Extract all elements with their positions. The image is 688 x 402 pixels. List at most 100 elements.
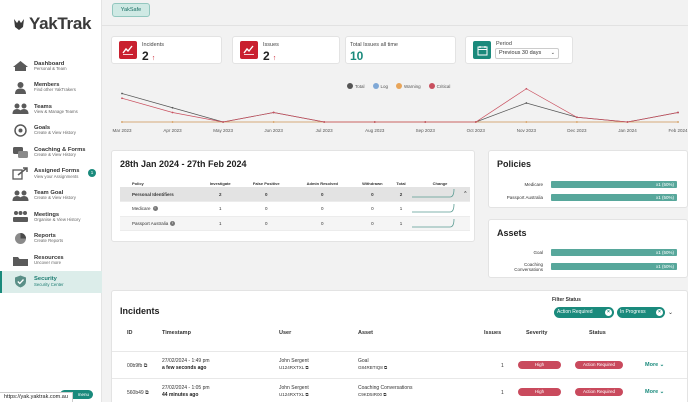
policy-bar-row[interactable]: Medicare x1 (50%) [489, 180, 687, 190]
data-point[interactable] [171, 111, 174, 114]
copy-icon[interactable]: ⧉ [384, 364, 388, 370]
more-button[interactable]: More ⌄ [645, 389, 665, 395]
x-tick-label: Mar 2023 [112, 128, 132, 133]
sidebar-item-meetings[interactable]: Meetings Organise & View History [0, 206, 102, 228]
sidebar-item-resources[interactable]: Resources Uncover more [0, 249, 102, 271]
app-logo[interactable]: YakTrak [12, 14, 91, 34]
column-header: Timestamp [162, 330, 191, 336]
asset-bar-row[interactable]: Coaching Conversations x1 (50%) [489, 262, 687, 272]
table-row[interactable]: Personal Identifiers 2 0 0 0 2 ⌃ [120, 187, 470, 202]
data-point[interactable] [222, 121, 224, 123]
stat-label: Issues [263, 42, 279, 48]
chevron-up-icon[interactable]: ⌃ [463, 191, 468, 197]
legend-item[interactable]: Total [347, 83, 365, 89]
team-goal-icon [12, 190, 29, 201]
filter-chip-action-required[interactable]: Action Required × [554, 307, 614, 318]
data-point[interactable] [323, 121, 326, 123]
legend-item[interactable]: Warning [396, 83, 421, 89]
sidebar-item-label: Dashboard [34, 60, 65, 67]
data-point[interactable] [424, 121, 427, 123]
status-url: https://yak.yaktrak.com.au [0, 392, 73, 402]
trend-up-icon: ↑ [272, 55, 277, 62]
data-point[interactable] [525, 121, 528, 123]
incidents-title: Incidents [120, 306, 160, 316]
asset-bar-row[interactable]: Goal x1 (50%) [489, 248, 687, 258]
copy-icon[interactable]: ⧉ [305, 391, 309, 397]
issues-stat-card[interactable]: Issues 2 ↑ [232, 36, 340, 64]
legend-swatch [372, 83, 379, 89]
legend-item[interactable]: Critical [428, 83, 450, 89]
data-point[interactable] [373, 121, 376, 123]
chevron-down-icon[interactable]: ⌄ [668, 310, 674, 316]
filter-chip-in-progress[interactable]: In Progress × [617, 307, 665, 318]
yaksafe-button[interactable]: YakSafe [112, 3, 150, 17]
data-point[interactable] [272, 111, 275, 114]
copy-icon[interactable]: ⧉ [305, 364, 309, 370]
data-point[interactable] [677, 121, 679, 123]
incident-issues: 1 [501, 363, 504, 369]
sidebar-item-security[interactable]: Security Security Center [0, 270, 102, 293]
x-tick-label: Dec 2023 [567, 128, 587, 133]
table-row[interactable]: 00b9fb ⧉ 27/02/2024 - 1:49 pm a few secon… [112, 351, 687, 379]
policy-table: Policy Investigate False Positive Admin … [120, 179, 470, 231]
policy-bar-row[interactable]: Passport Australia x1 (50%) [489, 193, 687, 203]
bar-label: Goal [533, 249, 543, 255]
table-row[interactable]: 560b49 ⧉ 27/02/2024 - 1:05 pm 44 minutes … [112, 378, 687, 402]
data-point[interactable] [121, 92, 123, 95]
data-point[interactable] [121, 97, 123, 100]
sidebar-item-label: Team Goal [34, 190, 64, 197]
sidebar-item-label: Meetings [34, 211, 60, 218]
data-point[interactable] [525, 102, 528, 104]
top-bar: YakSafe [102, 0, 688, 26]
incidents-stat-card[interactable]: Incidents 2 ↑ [111, 36, 222, 64]
sidebar-item-teams[interactable]: Teams View & Manage Teams [0, 98, 102, 120]
cell: 0 [352, 201, 393, 217]
assigned-count-badge: 1 [88, 168, 96, 177]
reports-icon [15, 233, 26, 245]
copy-icon[interactable]: ⧉ [145, 390, 149, 396]
copy-icon[interactable]: ⧉ [383, 391, 387, 397]
sidebar-item-goals[interactable]: Goals Create & View History [0, 120, 102, 142]
sidebar-item-team-goal[interactable]: Team Goal Create & View History [0, 185, 102, 207]
bar-label: Passport Australia [506, 194, 543, 200]
info-icon[interactable]: i [170, 220, 176, 226]
copy-icon[interactable]: ⧉ [143, 363, 148, 369]
sidebar-item-reports[interactable]: Reports Create Reports [0, 228, 102, 250]
bar-fill [551, 181, 677, 188]
column-header: Asset [358, 330, 373, 336]
sidebar-item-coaching-forms[interactable]: Coaching & Forms Create & View History [0, 141, 102, 163]
data-point[interactable] [626, 121, 629, 123]
more-button[interactable]: More ⌄ [645, 362, 665, 368]
period-select[interactable]: Previous 30 days ⌄ [495, 48, 559, 59]
incident-user: John Sergent U124RXTXL ⧉ [279, 385, 309, 397]
sidebar-item-label: Reports [34, 233, 56, 240]
column-header: Change [432, 180, 448, 186]
menu-button[interactable]: menu [60, 390, 93, 399]
bar-label: Coaching Conversations [514, 262, 543, 272]
close-icon[interactable]: × [605, 309, 612, 316]
sidebar-item-members[interactable]: Members Find other YakTrakers [0, 77, 102, 99]
data-point[interactable] [525, 87, 528, 90]
data-point[interactable] [272, 121, 275, 123]
legend-item[interactable]: Log [372, 83, 388, 89]
data-point[interactable] [171, 106, 174, 109]
data-point[interactable] [474, 121, 477, 123]
sidebar-item-dashboard[interactable]: Dashboard Personal & Team [0, 55, 102, 77]
bar-track: x1 (50%) [551, 194, 677, 201]
data-point[interactable] [677, 111, 679, 114]
info-icon[interactable]: i [152, 206, 158, 212]
cell: 1 [200, 216, 241, 231]
status-badge[interactable]: Action Required [575, 361, 623, 369]
sidebar-item-sub: Organise & View History [34, 216, 81, 222]
cell: 0 [352, 187, 393, 202]
status-badge[interactable]: Action Required [575, 388, 623, 396]
data-point[interactable] [171, 121, 174, 123]
cell: 0 [292, 187, 353, 202]
sidebar-item-sub: Create & View History [34, 151, 76, 157]
sidebar-item-assigned-forms[interactable]: Assigned Forms View your Assignments 1 [0, 163, 102, 185]
data-point[interactable] [576, 121, 578, 123]
close-icon[interactable]: × [656, 309, 663, 316]
data-point[interactable] [121, 121, 123, 123]
change-sparkline: ⌃ [410, 187, 470, 202]
data-point[interactable] [576, 116, 578, 119]
